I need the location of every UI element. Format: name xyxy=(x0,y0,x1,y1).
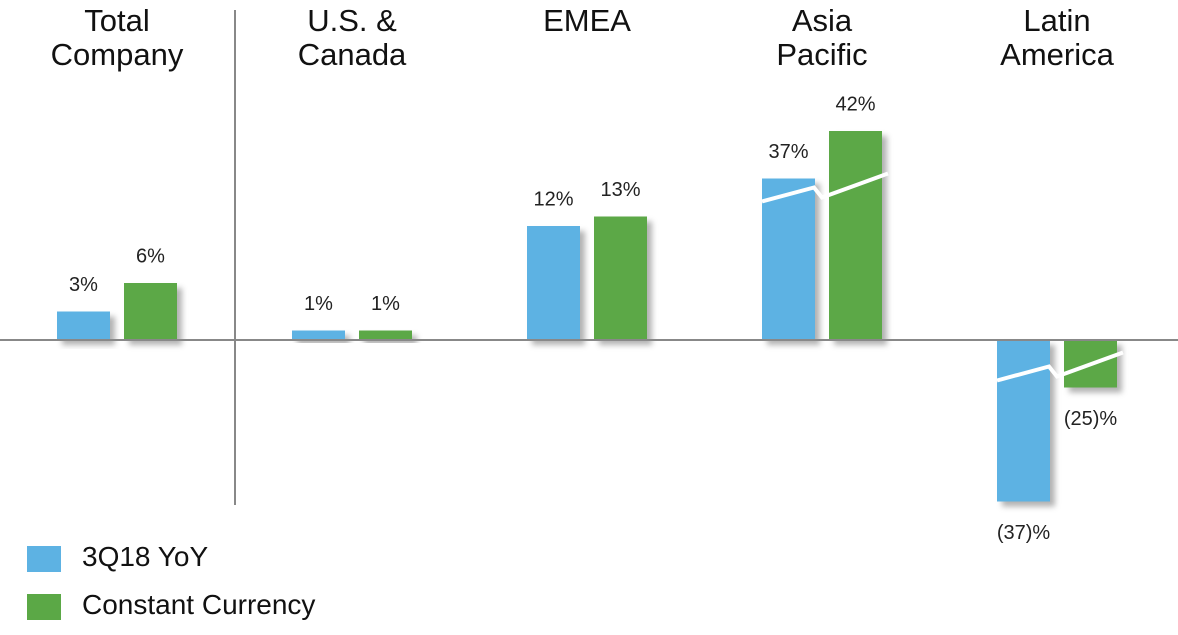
bar xyxy=(124,283,177,340)
value-label: (37)% xyxy=(997,522,1051,544)
axis-break xyxy=(761,171,889,204)
value-label: 3% xyxy=(69,274,98,296)
value-label: 6% xyxy=(136,245,165,267)
bar xyxy=(997,340,1050,502)
category-label: EMEA xyxy=(543,3,631,38)
bar xyxy=(762,178,815,340)
category-label: Total Company xyxy=(50,3,184,72)
axis-break xyxy=(996,350,1124,383)
bar xyxy=(292,330,345,340)
value-label: 1% xyxy=(304,293,333,315)
value-label: 42% xyxy=(835,93,875,115)
category-label: Latin America xyxy=(1000,3,1114,72)
bar xyxy=(829,131,882,340)
bar xyxy=(527,226,580,340)
bar xyxy=(359,330,412,340)
bar xyxy=(57,311,110,340)
value-label: 37% xyxy=(768,141,808,163)
category-label: U.S. & Canada xyxy=(297,3,407,72)
value-label: 1% xyxy=(371,293,400,315)
value-label: 13% xyxy=(600,179,640,201)
category-label: Asia Pacific xyxy=(776,3,868,72)
bar xyxy=(594,216,647,340)
legend-swatch xyxy=(27,546,61,572)
value-label: 12% xyxy=(533,188,573,210)
legend-label: 3Q18 YoY xyxy=(82,541,209,572)
legend-swatch xyxy=(27,594,61,620)
value-label: (25)% xyxy=(1064,408,1118,430)
legend-label: Constant Currency xyxy=(82,589,316,620)
